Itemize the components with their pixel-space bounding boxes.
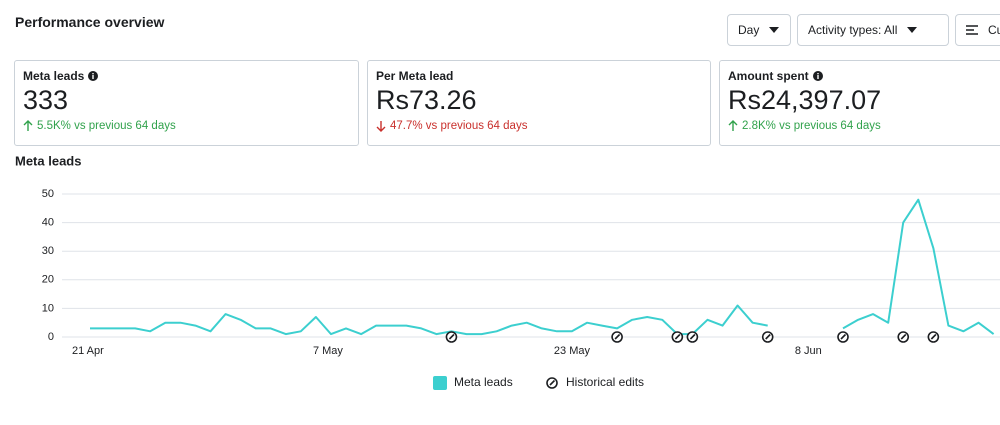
- edit-icon-stroke: [549, 379, 556, 386]
- metric-change-row: 5.5K% vs previous 64 days: [23, 120, 350, 132]
- customise-button[interactable]: Cu: [955, 14, 1000, 46]
- historical-edit-marker: [837, 331, 849, 343]
- caret: [907, 27, 918, 33]
- x-tick-label: 7 May: [313, 345, 343, 357]
- day-dropdown[interactable]: Day: [727, 14, 791, 46]
- x-tick-label: 23 May: [554, 345, 591, 357]
- x-tick-label: 21 Apr: [72, 345, 104, 357]
- metric-change: 47.7% vs previous 64 days: [390, 120, 528, 132]
- metric-change-row: 2.8K% vs previous 64 days: [728, 120, 1000, 132]
- dropdown-label: Activity types: All: [808, 23, 898, 37]
- historical-edit-marker: [897, 331, 910, 343]
- legend-label: Historical edits: [566, 375, 644, 389]
- metric-card: Meta leads 333 5.5K% vs previous 64 days: [14, 60, 359, 146]
- metric-card: Amount spent Rs24,397.07 2.8K% vs previous…: [719, 60, 1000, 146]
- metric-label-row: Amount spent: [728, 69, 1000, 83]
- trend-arrow: [376, 121, 386, 132]
- historical-edit-marker: [611, 331, 623, 343]
- y-tick-label: 10: [42, 302, 54, 314]
- historical-edit-marker: [671, 331, 684, 343]
- info-icon[interactable]: [812, 71, 823, 81]
- edit-icon-stroke: [930, 333, 937, 340]
- edit-icon-stroke: [689, 333, 696, 340]
- trend-arrow: [23, 120, 33, 131]
- chart-title: Meta leads: [15, 153, 81, 168]
- metric-label-row: Per Meta lead: [376, 69, 702, 83]
- caret: [769, 27, 780, 33]
- legend-swatch: [433, 376, 447, 390]
- edit-icon-stroke: [614, 333, 621, 340]
- settings-icon: [966, 25, 978, 35]
- metric-label: Per Meta lead: [376, 69, 454, 83]
- metric-change: 5.5K% vs previous 64 days: [37, 120, 176, 132]
- button-label: Cu: [988, 23, 1000, 37]
- legend-label: Meta leads: [454, 375, 513, 389]
- metric-change: 2.8K% vs previous 64 days: [742, 120, 881, 132]
- page-title: Performance overview: [15, 14, 165, 30]
- metric-change-row: 47.7% vs previous 64 days: [376, 120, 702, 132]
- historical-edit-marker: [761, 331, 774, 343]
- legend-icon: [546, 377, 558, 389]
- metric-value: 333: [23, 85, 69, 115]
- metric-label-row: Meta leads: [23, 69, 350, 83]
- metric-card: Per Meta lead Rs73.26 47.7% vs previous 64…: [367, 60, 711, 146]
- activity-dropdown[interactable]: Activity types: All: [797, 14, 949, 46]
- trend-arrow: [728, 120, 738, 131]
- edit-icon-stroke: [765, 333, 771, 340]
- dropdown-label: Day: [738, 23, 760, 37]
- historical-edit-marker: [927, 331, 940, 343]
- chart: Meta leads 0 10 20 30 40 50 21 Apr 7 May 23 May 8…: [15, 153, 1000, 390]
- historical-edit-marker: [445, 331, 458, 343]
- metric-value: Rs24,397.07: [728, 85, 882, 115]
- y-tick-label: 0: [48, 331, 54, 343]
- edit-icon-stroke: [900, 333, 907, 340]
- metric-label: Meta leads: [23, 69, 85, 83]
- y-tick-label: 30: [42, 245, 54, 257]
- x-tick-label: 8 Jun: [795, 345, 822, 357]
- historical-edit-marker: [686, 331, 699, 343]
- y-tick-label: 50: [42, 188, 54, 200]
- metric-value: Rs73.26: [376, 85, 477, 115]
- metric-label: Amount spent: [728, 69, 809, 83]
- edit-icon-stroke: [448, 333, 455, 340]
- y-tick-label: 20: [42, 274, 54, 286]
- edit-icon-stroke: [674, 333, 681, 340]
- edit-icon-stroke: [840, 333, 847, 340]
- info-icon[interactable]: [88, 71, 99, 81]
- y-tick-label: 40: [42, 217, 54, 229]
- data-line: [90, 198, 995, 336]
